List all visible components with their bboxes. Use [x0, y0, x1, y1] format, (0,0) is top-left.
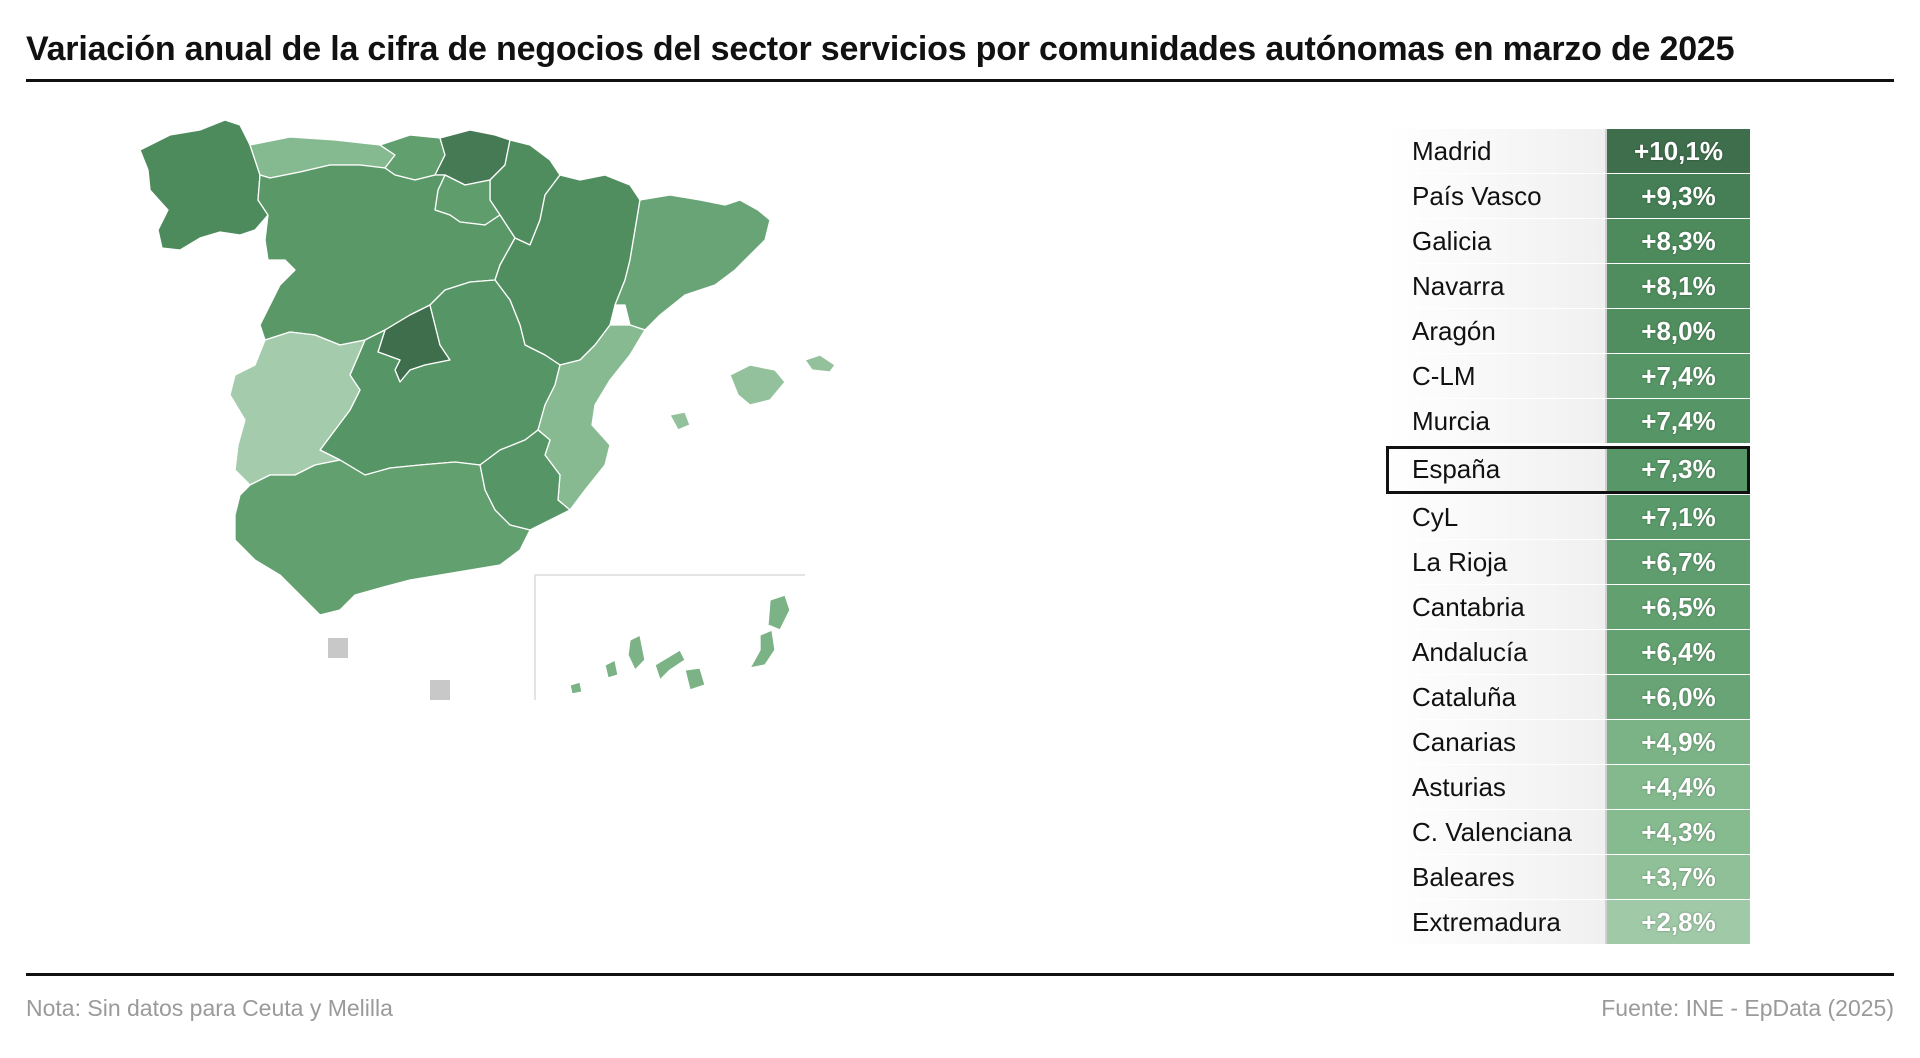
ranking-row: Madrid +10,1% — [1386, 129, 1750, 174]
ranking-value: +6,4% — [1607, 630, 1750, 674]
footer-note: Nota: Sin datos para Ceuta y Melilla — [26, 995, 393, 1021]
ranking-row: Navarra +8,1% — [1386, 264, 1750, 309]
ranking-region-name: Navarra — [1386, 264, 1607, 308]
ranking-row: Aragón +8,0% — [1386, 309, 1750, 354]
region-cataluna[interactable] — [614, 194, 771, 331]
ranking-region-name: Madrid — [1386, 129, 1607, 173]
ranking-row: CyL +7,1% — [1386, 495, 1750, 540]
footer-divider — [26, 973, 1894, 976]
footer-source: Fuente: INE - EpData (2025) — [1601, 995, 1894, 1021]
ranking-value: +4,9% — [1607, 720, 1750, 764]
ranking-table: Madrid +10,1% País Vasco +9,3% Galicia +8,3% N… — [1386, 129, 1750, 945]
ranking-row: Murcia +7,4% — [1386, 399, 1750, 444]
title-divider — [26, 79, 1894, 82]
ranking-value: +4,4% — [1607, 765, 1750, 809]
ranking-row: La Rioja +6,7% — [1386, 540, 1750, 585]
ranking-region-name: Asturias — [1386, 765, 1607, 809]
region-andalucia[interactable] — [234, 459, 531, 616]
ranking-region-name: País Vasco — [1386, 174, 1607, 218]
ranking-value: +6,7% — [1607, 540, 1750, 584]
ranking-row: Galicia +8,3% — [1386, 219, 1750, 264]
ranking-row: C-LM +7,4% — [1386, 354, 1750, 399]
ranking-row: C. Valenciana +4,3% — [1386, 810, 1750, 855]
ranking-value: +6,0% — [1607, 675, 1750, 719]
region-galicia[interactable] — [140, 120, 269, 251]
ranking-region-name: Canarias — [1386, 720, 1607, 764]
spain-choropleth-map — [140, 120, 1040, 880]
region-canarias[interactable] — [569, 594, 791, 695]
ranking-value: +8,1% — [1607, 264, 1750, 308]
ranking-row: País Vasco +9,3% — [1386, 174, 1750, 219]
ranking-region-name: Cataluña — [1386, 675, 1607, 719]
ranking-value: +9,3% — [1607, 174, 1750, 218]
ranking-region-name: Baleares — [1386, 855, 1607, 899]
ranking-value: +8,3% — [1607, 219, 1750, 263]
ranking-value: +7,1% — [1607, 495, 1750, 539]
ranking-value: +3,7% — [1607, 855, 1750, 899]
region-comunidad-valenciana[interactable] — [537, 324, 646, 511]
ranking-region-name: Extremadura — [1386, 900, 1607, 944]
ranking-value: +4,3% — [1607, 810, 1750, 854]
ranking-row: Cantabria +6,5% — [1386, 585, 1750, 630]
ranking-region-name: Aragón — [1386, 309, 1607, 353]
ranking-row: Canarias +4,9% — [1386, 720, 1750, 765]
ranking-region-name: C-LM — [1386, 354, 1607, 398]
canarias-inset-frame — [534, 574, 805, 700]
ranking-region-name: Cantabria — [1386, 585, 1607, 629]
ranking-region-name: Andalucía — [1386, 630, 1607, 674]
ranking-value: +7,4% — [1607, 399, 1750, 443]
ranking-region-name: C. Valenciana — [1386, 810, 1607, 854]
ceuta-no-data-marker — [328, 638, 348, 658]
ranking-row-national: España +7,3% — [1386, 446, 1750, 494]
ranking-region-name: Galicia — [1386, 219, 1607, 263]
ranking-value: +2,8% — [1607, 900, 1750, 944]
ranking-region-name: La Rioja — [1386, 540, 1607, 584]
ranking-row: Asturias +4,4% — [1386, 765, 1750, 810]
ranking-region-name: CyL — [1386, 495, 1607, 539]
ranking-region-name: España — [1386, 447, 1607, 491]
ranking-value: +6,5% — [1607, 585, 1750, 629]
ranking-row: Extremadura +2,8% — [1386, 900, 1750, 945]
ranking-value: +7,3% — [1607, 447, 1750, 491]
ranking-row: Andalucía +6,4% — [1386, 630, 1750, 675]
chart-title: Variación anual de la cifra de negocios … — [26, 30, 1735, 68]
region-baleares[interactable] — [669, 354, 836, 431]
ranking-value: +8,0% — [1607, 309, 1750, 353]
ranking-value: +7,4% — [1607, 354, 1750, 398]
ranking-region-name: Murcia — [1386, 399, 1607, 443]
ranking-value: +10,1% — [1607, 129, 1750, 173]
ranking-row: Baleares +3,7% — [1386, 855, 1750, 900]
ranking-row: Cataluña +6,0% — [1386, 675, 1750, 720]
melilla-no-data-marker — [430, 680, 450, 700]
